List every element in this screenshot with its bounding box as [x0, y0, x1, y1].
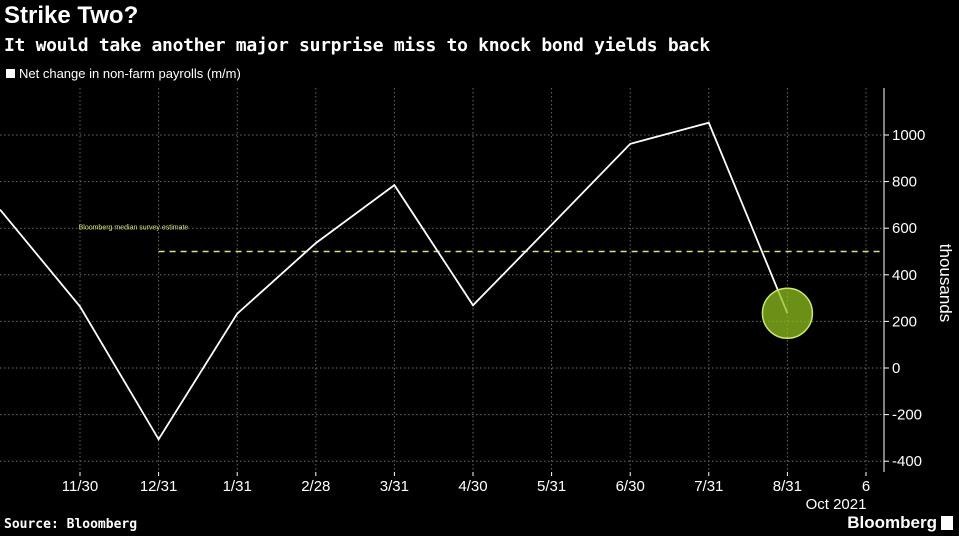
y-tick-label: 400	[892, 267, 917, 284]
y-tick-label: -200	[892, 407, 922, 424]
brand-logo: Bloomberg	[847, 513, 953, 533]
y-tick-label: 0	[892, 360, 900, 377]
grid	[0, 88, 884, 472]
x-tick-label: 7/31	[694, 478, 723, 495]
y-axis-labels: -400 -200 0 200 400 600 800 1000 thousands	[892, 127, 955, 470]
highlight-marker	[761, 287, 814, 339]
y-tick-label: 800	[892, 174, 917, 191]
chart-subtitle: It would take another major surprise mis…	[4, 35, 710, 56]
source-note: Source: Bloomberg	[4, 517, 138, 532]
x-tick-label: 6/30	[616, 478, 645, 495]
legend: Net change in non-farm payrolls (m/m)	[6, 66, 241, 81]
y-axis-title: thousands	[936, 244, 955, 322]
payrolls-line	[0, 121, 789, 442]
x-tick-label: 4/30	[458, 478, 487, 495]
legend-swatch	[6, 69, 15, 78]
reference-line: Bloomberg median survey estimate	[79, 225, 880, 253]
chart-title: Strike Two?	[4, 2, 139, 29]
x-tick-label: 3/31	[380, 478, 409, 495]
x-tick-label: 2/28	[301, 478, 330, 495]
x-tick-label: 11/30	[62, 478, 98, 495]
brand-label: Bloomberg	[847, 513, 937, 532]
y-tick-label: 600	[892, 220, 917, 237]
highlight-circle	[761, 287, 814, 339]
y-axis	[79, 88, 889, 476]
x-axis-month-label: Oct 2021	[806, 496, 867, 513]
y-tick-label: 200	[892, 313, 917, 330]
x-tick-label: 1/31	[223, 478, 252, 495]
x-axis-labels: 11/30 12/31 1/31 2/28 3/31 4/30 5/31 6/30 7/31 8/…	[62, 478, 870, 513]
x-tick-label: 6	[862, 478, 870, 495]
y-tick-label: 1000	[892, 127, 925, 144]
brand-mark-icon	[941, 516, 953, 530]
survey-estimate-label: Bloomberg median survey estimate	[79, 225, 189, 232]
series-line	[0, 121, 789, 442]
legend-label: Net change in non-farm payrolls (m/m)	[19, 66, 241, 81]
x-tick-label: 8/31	[773, 478, 802, 495]
x-tick-label: 12/31	[140, 478, 178, 495]
y-tick-label: -400	[892, 453, 922, 470]
x-tick-label: 5/31	[537, 478, 566, 495]
